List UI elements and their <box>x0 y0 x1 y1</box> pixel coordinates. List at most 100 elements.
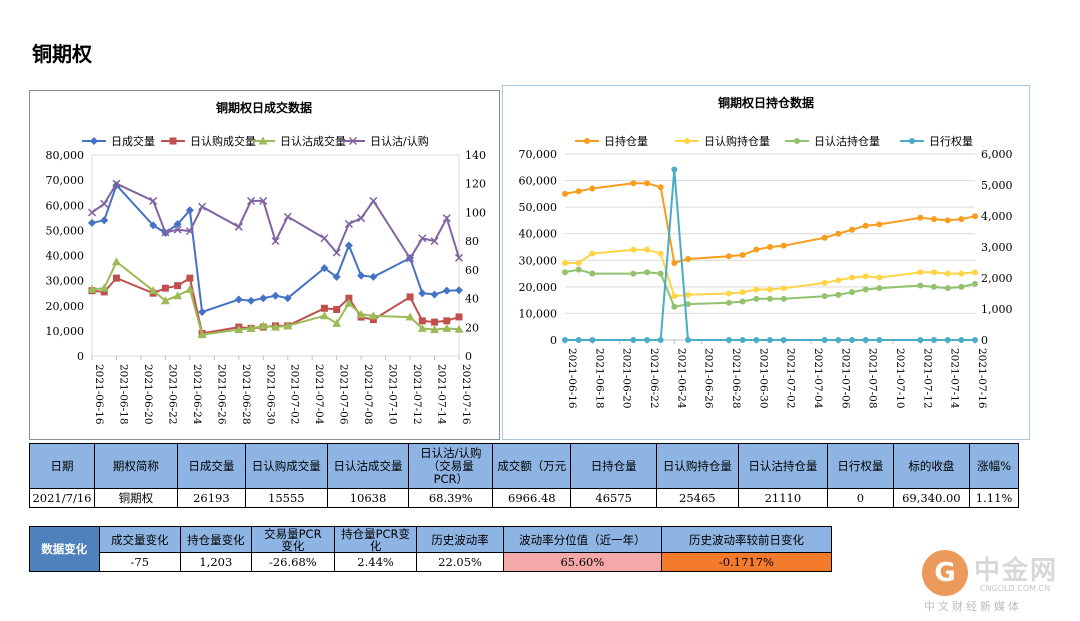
table-cell: 15555 <box>244 488 328 508</box>
legend-label: 日行权量 <box>929 135 973 148</box>
header-cell: 日认沽持仓量 <box>737 443 829 489</box>
data-point <box>849 226 855 233</box>
header-cell: 成交量变化 <box>98 526 181 553</box>
page-title: 铜期权 <box>32 42 92 66</box>
table-cell: -0.1717% <box>660 552 833 572</box>
data-point <box>333 306 341 314</box>
data-point <box>972 269 978 276</box>
data-point <box>442 323 452 332</box>
x-tick-label: 2021-06-20 <box>621 348 633 409</box>
data-point <box>876 221 883 228</box>
y-right-tick-label: 40 <box>465 293 479 306</box>
data-point <box>726 290 732 297</box>
data-point <box>87 284 97 293</box>
data-point <box>767 244 773 250</box>
data-point <box>406 254 415 263</box>
x-tick-label: 2021-07-02 <box>785 348 797 409</box>
data-point <box>584 138 590 144</box>
data-point <box>821 234 828 241</box>
data-point <box>726 299 732 306</box>
series-line <box>565 169 975 341</box>
data-point <box>821 337 828 343</box>
legend-label: 日认沽持仓量 <box>814 134 880 148</box>
data-point <box>562 269 568 276</box>
header-cell: 标的收盘 <box>892 443 971 489</box>
daily-volume-chart: 铜期权日成交数据 日成交量 日认购成交量 日认沽成交量 日认沽/认购 0 10,000 20,… <box>29 90 500 440</box>
data-point <box>958 216 965 223</box>
x-tick-label: 2021-06-30 <box>757 348 769 409</box>
data-point <box>671 293 678 300</box>
data-point <box>575 337 582 343</box>
data-point <box>562 190 568 197</box>
data-point <box>149 221 158 230</box>
data-point <box>418 289 427 298</box>
data-point <box>958 283 965 290</box>
y-right-tick-label: 3,000 <box>981 241 1013 254</box>
header-cell: 涨幅% <box>969 443 1019 489</box>
header-cell: 历史波动率较前日变化 <box>660 526 833 553</box>
x-tick-label: 2021-07-06 <box>338 364 350 425</box>
data-point <box>431 318 439 326</box>
watermark-domain: CNGOLD.COM.CN <box>980 584 1051 593</box>
table-cell: 22.05% <box>416 552 504 572</box>
data-point <box>234 325 244 334</box>
y-left-tick-label: 30,000 <box>46 275 85 288</box>
data-point <box>100 199 109 208</box>
chart-title: 铜期权日持仓数据 <box>718 95 814 110</box>
table-cell: 69,340.00 <box>892 488 971 508</box>
data-point <box>780 242 787 249</box>
data-point <box>430 290 439 299</box>
daily-open-interest-chart: 铜期权日持仓数据 日持仓量 日认购持仓量 日认沽持仓量 日行权量 0 10,000 20,00… <box>502 85 1030 440</box>
data-point <box>644 269 650 276</box>
data-point <box>197 330 207 339</box>
x-tick-label: 2021-06-18 <box>117 364 129 425</box>
y-right-tick-label: 6,000 <box>981 148 1013 161</box>
data-point <box>405 312 415 321</box>
data-point <box>671 259 678 266</box>
data-point <box>169 137 177 145</box>
y-left-tick-label: 80,000 <box>46 149 85 162</box>
data-point <box>944 270 951 277</box>
data-point <box>344 241 353 250</box>
data-point <box>917 282 924 289</box>
data-point <box>972 280 978 287</box>
data-point <box>835 337 842 343</box>
table-cell: 铜期权 <box>93 488 178 508</box>
data-point <box>455 313 463 321</box>
x-tick-label: 2021-07-08 <box>362 364 374 425</box>
daily-summary-table: 日期 期权简称 日成交量 日认购成交量 日认沽成交量 日认沽/认购 （交易量 P… <box>29 443 1019 508</box>
data-point <box>630 270 637 277</box>
x-tick-label: 2021-06-26 <box>215 364 227 425</box>
data-point <box>862 222 869 229</box>
data-point <box>657 270 664 277</box>
data-point <box>876 285 883 292</box>
legend-label: 日成交量 <box>111 134 155 148</box>
data-point <box>173 225 182 234</box>
x-tick-label: 2021-07-14 <box>436 364 448 425</box>
data-point <box>909 138 915 144</box>
data-point <box>185 284 195 293</box>
table-cell: 6966.48 <box>492 488 572 508</box>
data-point <box>454 253 464 262</box>
y-right-tick-label: 120 <box>465 178 486 191</box>
x-tick-label: 2021-07-08 <box>867 348 879 409</box>
x-tick-label: 2021-07-12 <box>411 364 423 425</box>
data-point <box>944 337 951 343</box>
data-point <box>644 180 650 187</box>
data-point <box>767 295 773 302</box>
chart-title: 铜期权日成交数据 <box>216 100 312 115</box>
data-point <box>406 293 414 301</box>
data-point <box>644 337 650 343</box>
data-point <box>455 286 463 295</box>
x-tick-label: 2021-06-28 <box>240 364 252 425</box>
watermark-logo-icon: G <box>922 550 968 596</box>
data-point <box>345 294 353 302</box>
legend-label: 日认购持仓量 <box>704 134 770 148</box>
data-point <box>684 138 690 144</box>
data-point <box>100 288 108 296</box>
y-right-tick-label: 0 <box>981 334 988 347</box>
data-point <box>958 337 965 343</box>
data-point <box>173 291 183 300</box>
x-tick-label: 2021-07-16 <box>460 364 472 425</box>
y-left-tick-label: 0 <box>77 350 84 363</box>
